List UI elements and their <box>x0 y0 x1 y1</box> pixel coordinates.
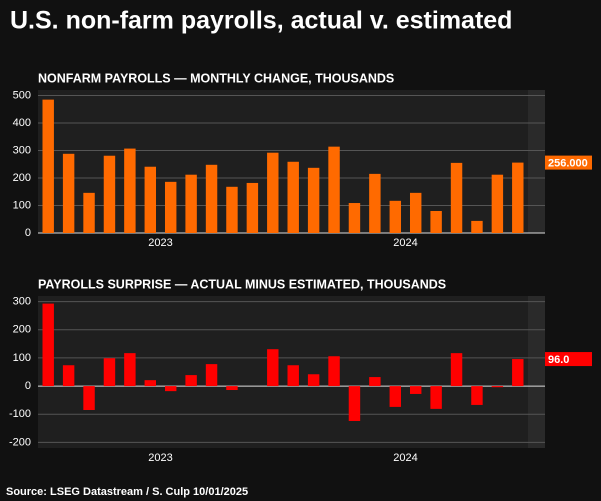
panel-title: NONFARM PAYROLLS — MONTHLY CHANGE, THOUS… <box>38 71 394 85</box>
panel-title: PAYROLLS SURPRISE — ACTUAL MINUS ESTIMAT… <box>38 277 446 291</box>
bar <box>287 161 299 233</box>
x-group-label: 2024 <box>393 237 417 249</box>
bar <box>124 148 136 233</box>
bar <box>512 162 524 233</box>
plot-strip <box>528 296 545 448</box>
bar <box>348 203 361 233</box>
last-value-label: 256.000 <box>548 158 588 170</box>
y-tick-label: 100 <box>13 352 31 364</box>
bar <box>430 211 442 233</box>
bar <box>409 386 422 394</box>
bar <box>226 386 238 391</box>
bar <box>103 155 116 233</box>
bar <box>430 386 442 409</box>
bar <box>491 386 504 388</box>
bar <box>328 146 340 233</box>
bar <box>62 153 75 233</box>
bar <box>83 192 95 233</box>
bar <box>307 374 320 387</box>
bar <box>389 200 402 233</box>
y-tick-label: 200 <box>13 172 31 184</box>
bar <box>164 181 177 233</box>
bar <box>307 167 320 233</box>
bar <box>185 375 197 387</box>
bar <box>512 359 524 387</box>
bar <box>389 386 402 407</box>
bar <box>42 303 54 387</box>
bar <box>267 349 279 387</box>
bar <box>471 220 483 233</box>
bar <box>328 356 340 387</box>
y-tick-label: 300 <box>13 144 31 156</box>
bar <box>62 365 75 387</box>
y-tick-label: -100 <box>9 408 31 420</box>
bar <box>287 365 299 387</box>
y-tick-label: 0 <box>25 380 31 392</box>
bar <box>83 386 95 410</box>
bar <box>205 364 218 387</box>
last-value-label: 96.0 <box>548 354 569 366</box>
y-tick-label: 0 <box>25 227 31 239</box>
x-group-label: 2023 <box>148 452 172 464</box>
bar <box>226 186 238 233</box>
bar <box>369 173 381 233</box>
bar <box>144 380 157 387</box>
y-tick-label: 400 <box>13 117 31 129</box>
bar <box>491 174 504 233</box>
bar <box>42 99 54 233</box>
plot-area <box>38 296 528 448</box>
y-tick-label: 100 <box>13 199 31 211</box>
y-tick-label: 200 <box>13 324 31 336</box>
bar <box>144 166 157 233</box>
last-value-box <box>545 352 592 367</box>
y-tick-label: -200 <box>9 436 31 448</box>
bar <box>267 152 279 233</box>
bar <box>103 358 116 387</box>
bar <box>450 353 463 387</box>
bar <box>450 162 463 233</box>
y-tick-label: 300 <box>13 296 31 308</box>
bar <box>246 182 259 233</box>
bar <box>164 386 177 392</box>
y-tick-label: 500 <box>13 89 31 101</box>
bar <box>185 174 197 233</box>
x-group-label: 2024 <box>393 452 417 464</box>
source: Source: LSEG Datastream / S. Culp 10/01/… <box>6 486 248 498</box>
x-group-label: 2023 <box>148 237 172 249</box>
bar <box>409 192 422 233</box>
bar <box>124 353 136 387</box>
last-value-box <box>545 155 592 170</box>
page-title: U.S. non-farm payrolls, actual v. estima… <box>10 7 512 35</box>
plot-strip <box>528 90 545 233</box>
bar <box>205 164 218 233</box>
bar <box>348 386 361 421</box>
plot-area <box>38 90 528 233</box>
bar <box>471 386 483 405</box>
bar <box>369 377 381 387</box>
